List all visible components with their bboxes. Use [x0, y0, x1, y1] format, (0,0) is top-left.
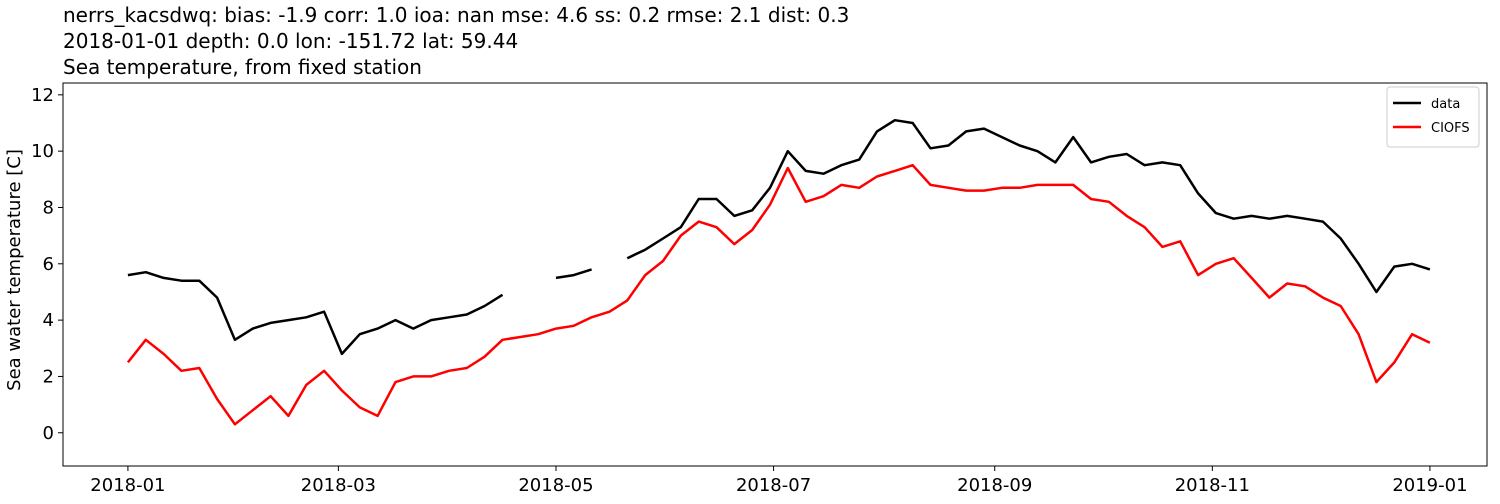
- x-tick-label: 2018-05: [518, 475, 593, 496]
- data-line: [126, 163, 1431, 426]
- legend-label: CIOFS: [1431, 121, 1470, 136]
- x-tick-label: 2018-01: [90, 475, 165, 496]
- y-tick-label: 12: [31, 85, 54, 106]
- y-tick-label: 4: [43, 310, 54, 331]
- y-tick-label: 2: [43, 366, 54, 387]
- legend: data CIOFS: [1386, 86, 1480, 148]
- y-axis-label: Sea water temperature [C]: [4, 149, 25, 391]
- chart-title: nerrs_kacsdwq: bias: -1.9 corr: 1.0 ioa:…: [63, 3, 849, 27]
- plot-area: [62, 82, 1488, 467]
- y-tick-label: 6: [43, 254, 54, 275]
- chart-subtitle: Sea temperature, from fixed station: [63, 55, 422, 79]
- y-tick-label: 10: [31, 141, 54, 162]
- x-tick-label: 2018-09: [957, 475, 1032, 496]
- x-tick-label: 2018-03: [301, 475, 376, 496]
- legend-label: data: [1431, 97, 1460, 112]
- x-tick-label: 2018-07: [736, 475, 811, 496]
- legend-box: [1386, 86, 1480, 148]
- x-tick-label: 2019-01: [1392, 475, 1467, 496]
- y-tick-label: 0: [43, 423, 54, 444]
- y-tick-label: 8: [43, 197, 54, 218]
- data-line: [127, 118, 1431, 356]
- chart-subtitle: 2018-01-01 depth: 0.0 lon: -151.72 lat: …: [63, 29, 518, 53]
- x-tick-label: 2018-11: [1175, 475, 1250, 496]
